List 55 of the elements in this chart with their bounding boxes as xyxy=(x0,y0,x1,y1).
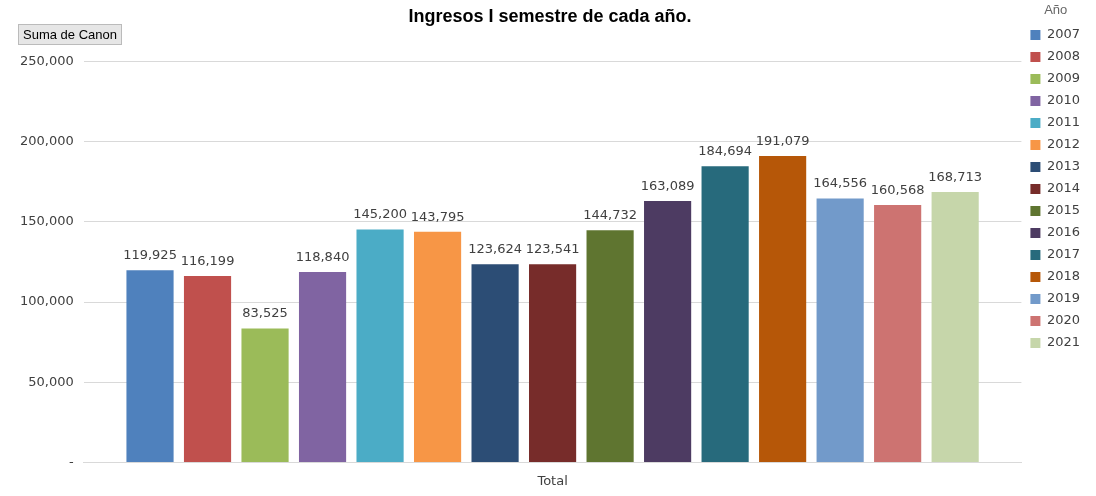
data-label: 145,200 xyxy=(353,206,407,222)
legend-label: 2010 xyxy=(1046,92,1081,108)
bar xyxy=(298,271,347,462)
data-label: 191,079 xyxy=(755,132,810,148)
bar xyxy=(126,270,174,462)
data-label: 168,713 xyxy=(928,168,983,184)
y-tick-label: 200,000 xyxy=(19,133,74,149)
text: Suma de Canon xyxy=(18,24,122,45)
legend-label: 2014 xyxy=(1046,180,1081,196)
bar xyxy=(529,264,577,462)
legend-label: 2008 xyxy=(1046,48,1081,64)
bar xyxy=(241,328,289,462)
y-tick-label: - xyxy=(69,453,75,469)
data-label: 118,840 xyxy=(295,248,350,264)
chart-title: Ingresos I semestre de cada año. xyxy=(408,5,692,26)
legend-label: 2018 xyxy=(1046,268,1081,284)
bar xyxy=(586,230,634,462)
bar xyxy=(183,276,232,462)
bar xyxy=(931,191,979,462)
legend-label: 2012 xyxy=(1046,136,1081,152)
x-tick-label: Total xyxy=(536,472,568,488)
y-tick-label: 100,000 xyxy=(19,293,74,309)
bar xyxy=(701,166,749,462)
bar xyxy=(413,231,462,462)
y-tick-label: 150,000 xyxy=(19,213,74,229)
data-label: 116,199 xyxy=(180,252,235,268)
data-label: 184,694 xyxy=(698,143,752,159)
legend-label: 2015 xyxy=(1046,202,1081,218)
bar xyxy=(644,200,692,462)
legend-label: 2013 xyxy=(1046,158,1081,174)
data-label: 119,925 xyxy=(123,247,177,263)
data-label: 143,795 xyxy=(410,208,465,224)
data-label: 164,556 xyxy=(813,175,868,191)
data-label: 144,732 xyxy=(583,207,637,223)
legend-label: 2017 xyxy=(1046,246,1081,262)
data-label: 160,568 xyxy=(870,181,925,197)
bar xyxy=(874,204,922,462)
legend-label: 2016 xyxy=(1046,224,1081,240)
legend-label: 2021 xyxy=(1046,334,1081,350)
legend-label: 2019 xyxy=(1046,290,1081,306)
bar xyxy=(816,198,864,462)
legend-label: 2007 xyxy=(1046,26,1081,42)
data-label: 163,089 xyxy=(640,177,695,193)
y-tick-label: 50,000 xyxy=(28,373,74,389)
legend-label: 2020 xyxy=(1046,312,1081,328)
bar xyxy=(471,264,519,462)
data-label: 123,624 xyxy=(468,241,522,257)
data-label: 123,541 xyxy=(525,241,580,257)
legend-label: 2011 xyxy=(1046,114,1081,130)
legend-title: Año xyxy=(1044,2,1068,18)
y-tick-label: 250,000 xyxy=(19,52,74,68)
legend-label: 2009 xyxy=(1046,70,1081,86)
data-label: 83,525 xyxy=(242,305,288,321)
bar xyxy=(356,229,404,462)
bar xyxy=(759,156,807,462)
